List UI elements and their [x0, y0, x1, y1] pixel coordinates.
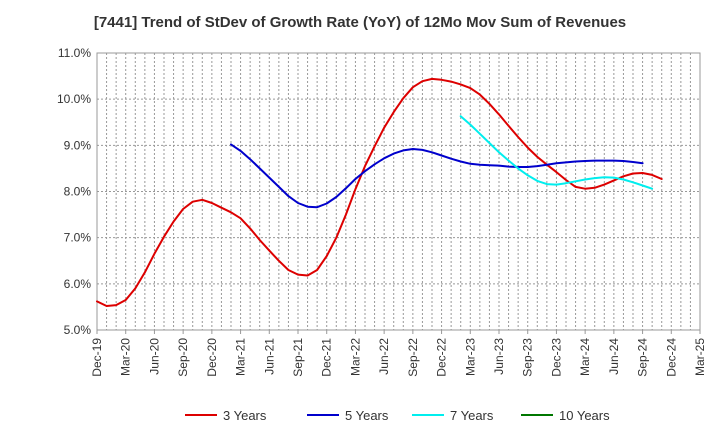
x-tick-label: Sep-22 — [406, 338, 420, 377]
x-tick-label: Jun-21 — [262, 338, 276, 375]
x-tick-label: Dec-19 — [90, 338, 104, 377]
series-line-3-years — [96, 77, 663, 307]
y-tick-label: 6.0% — [64, 277, 92, 291]
y-tick-label: 11.0% — [58, 46, 91, 60]
x-tick-label: Mar-23 — [463, 338, 477, 376]
y-tick-label: 9.0% — [64, 138, 92, 152]
x-tick-label: Jun-22 — [377, 338, 391, 375]
y-tick-label: 7.0% — [64, 231, 92, 245]
x-tick-label: Sep-24 — [636, 338, 650, 377]
x-tick-label: Mar-24 — [578, 338, 592, 376]
x-tick-label: Jun-23 — [492, 338, 506, 375]
x-tick-label: Sep-21 — [291, 338, 305, 377]
x-tick-label: Dec-20 — [205, 338, 219, 377]
y-tick-label: 10.0% — [57, 92, 91, 106]
x-tick-label: Dec-22 — [435, 338, 449, 377]
plot-frame — [96, 52, 701, 331]
legend-label: 7 Years — [450, 408, 494, 423]
x-tick-label: Dec-23 — [549, 338, 563, 377]
y-tick-label: 8.0% — [64, 185, 92, 199]
x-tick-label: Dec-24 — [664, 338, 678, 377]
x-tick-label: Sep-23 — [521, 338, 535, 377]
x-tick-label: Jun-24 — [607, 338, 621, 375]
x-tick-label: Mar-25 — [693, 338, 707, 376]
series-line-5-years — [230, 143, 644, 209]
x-tick-label: Mar-21 — [234, 338, 248, 376]
legend-label: 3 Years — [223, 408, 267, 423]
chart-title: [7441] Trend of StDev of Growth Rate (Yo… — [93, 14, 627, 31]
x-tick-label: Jun-20 — [147, 338, 161, 375]
x-tick-label: Dec-21 — [320, 338, 334, 377]
legend-label: 10 Years — [559, 408, 610, 423]
legend-label: 5 Years — [345, 408, 389, 423]
y-tick-label: 5.0% — [64, 323, 92, 337]
x-tick-label: Mar-20 — [119, 338, 133, 376]
x-tick-label: Mar-22 — [348, 338, 362, 376]
series-line-7-years — [459, 115, 654, 190]
x-tick-label: Sep-20 — [176, 338, 190, 377]
